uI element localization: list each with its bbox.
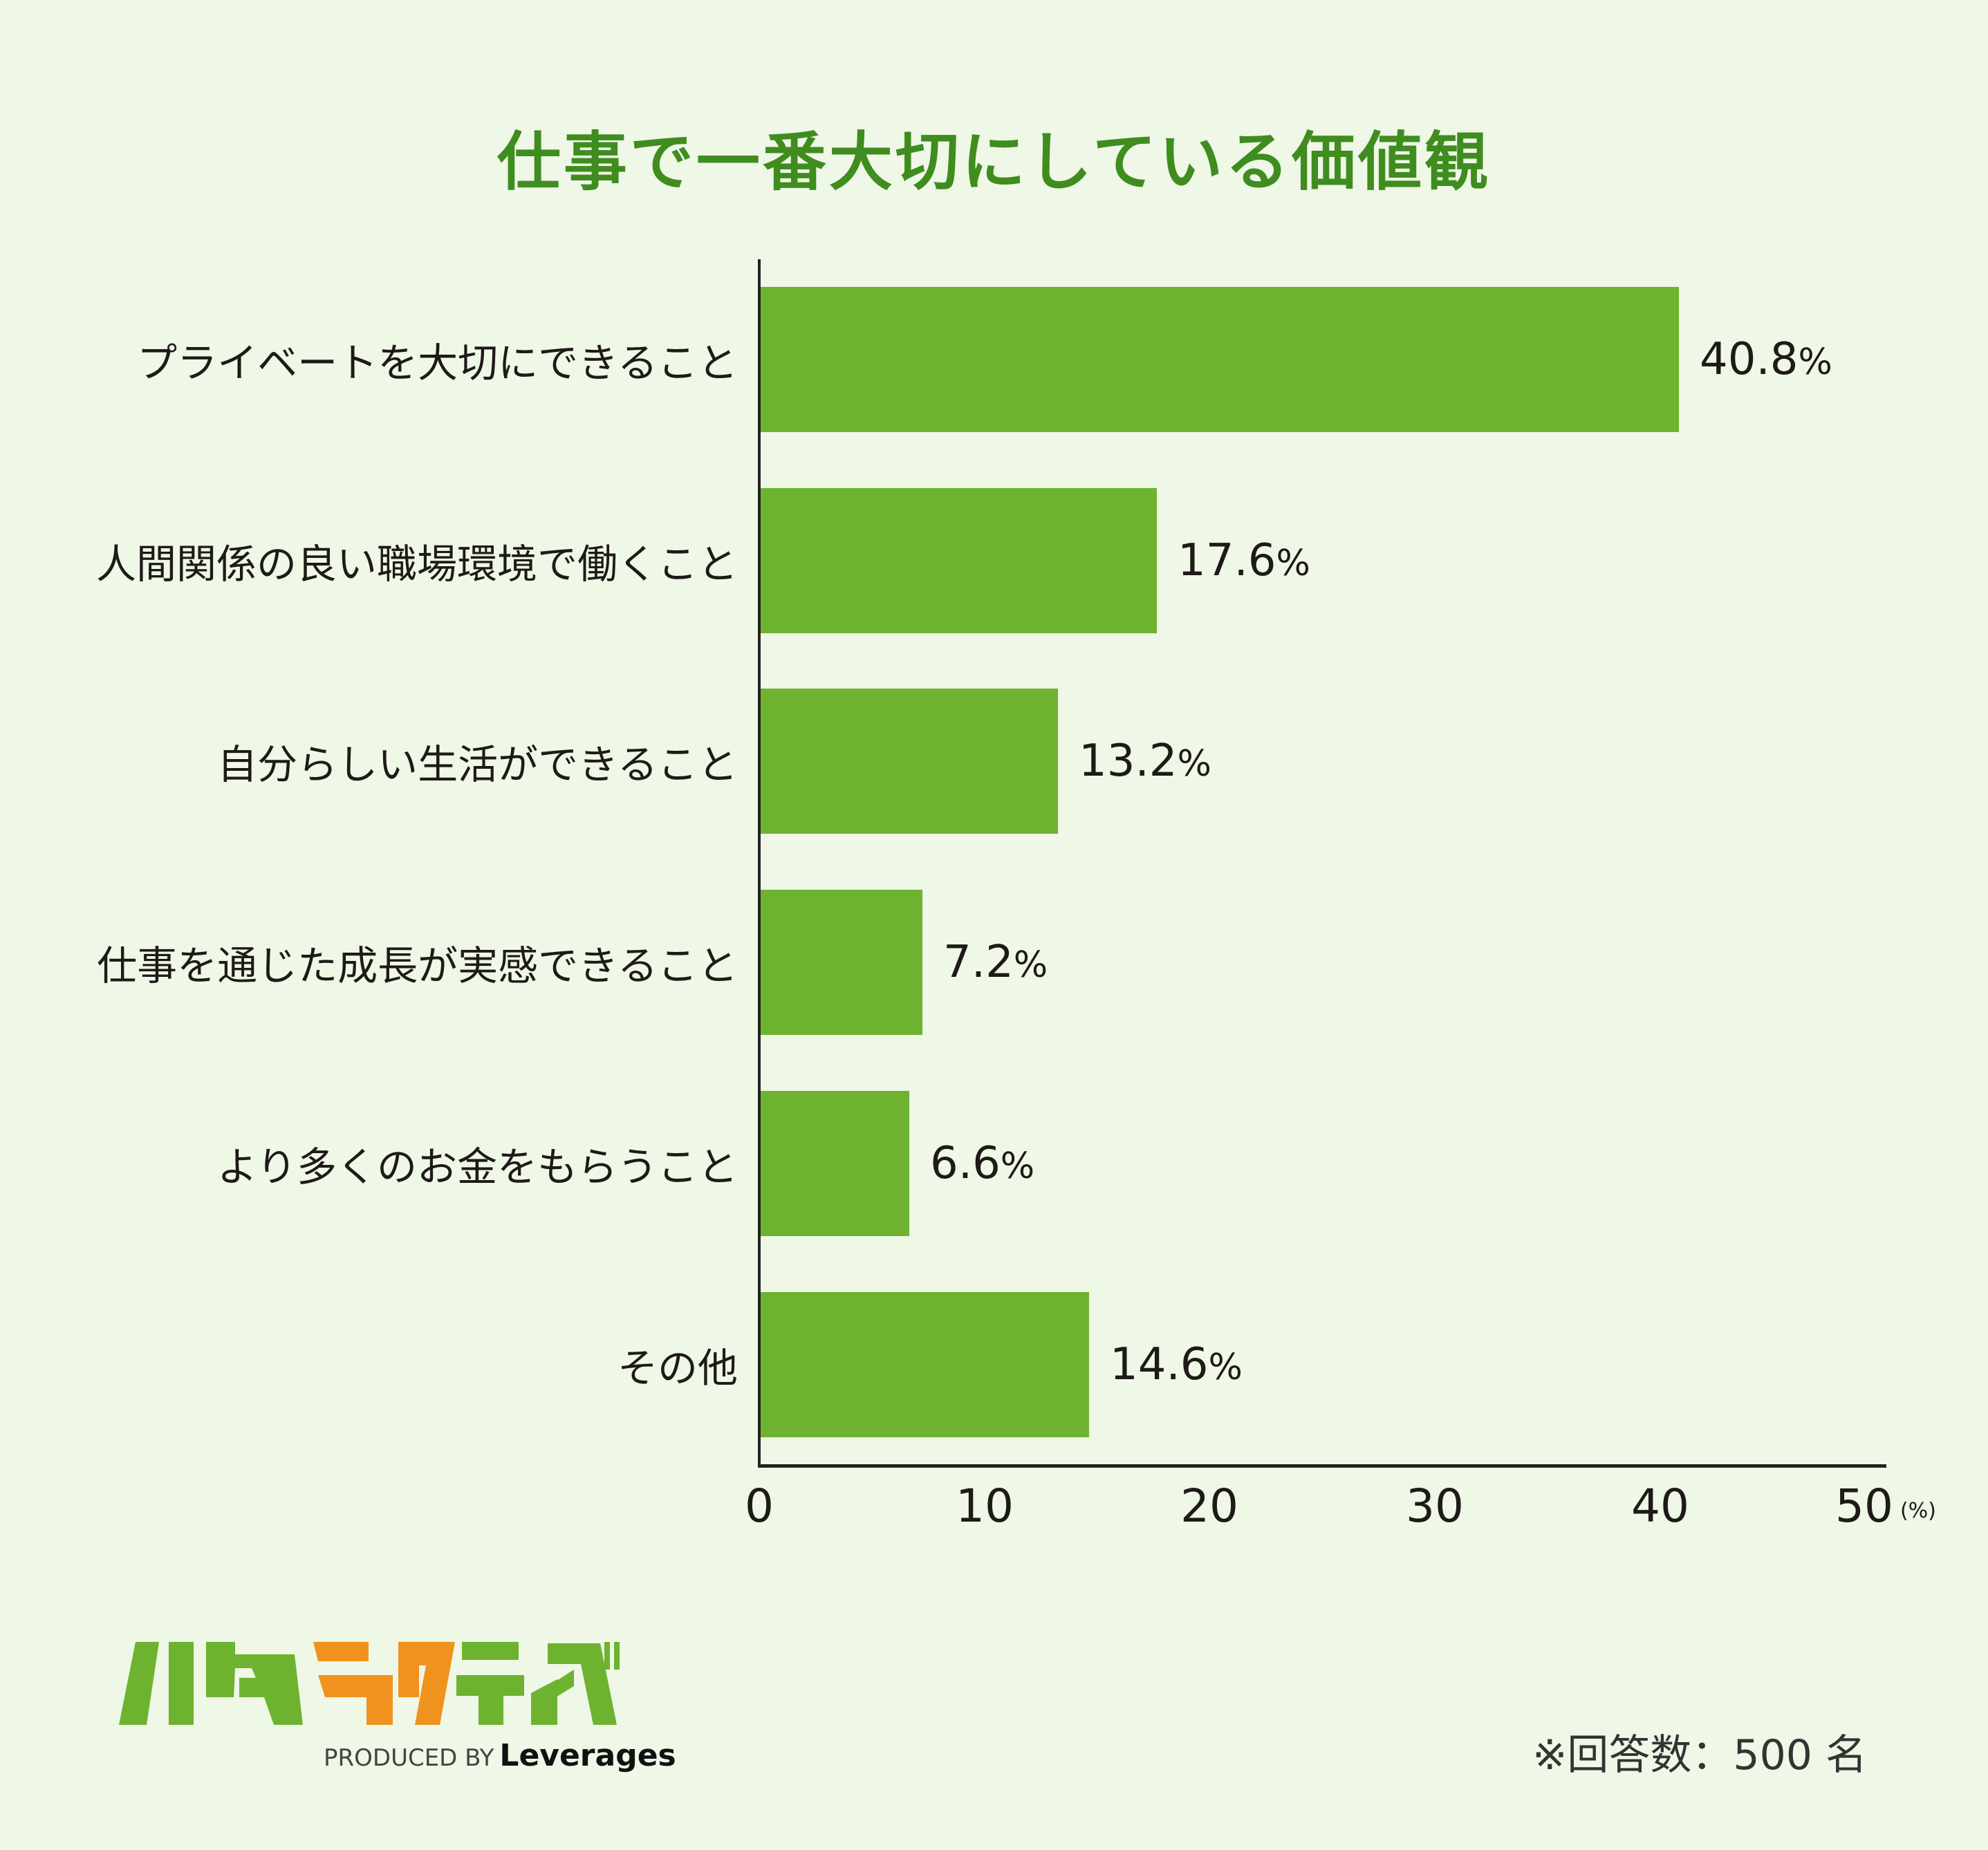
value-label: 6.6%: [930, 1138, 1035, 1189]
x-tick-label: 50: [1835, 1479, 1893, 1533]
category-label: プライベートを大切にできること: [137, 339, 738, 386]
hataractive-logo: [119, 1642, 620, 1725]
x-tick-label: 20: [1180, 1479, 1238, 1533]
category-label: より多くのお金をもらうこと: [217, 1143, 738, 1190]
x-tick-label: 0: [745, 1479, 774, 1533]
category-label: 自分らしい生活ができること: [217, 741, 738, 788]
x-tick-label: 10: [956, 1479, 1014, 1533]
bar: [761, 890, 922, 1035]
category-label: 仕事を通じた成長が実感できること: [97, 942, 738, 989]
x-axis-unit: (%): [1900, 1499, 1936, 1523]
x-axis-line: [758, 1464, 1886, 1468]
produced-by-text: PRODUCED BY Leverages: [324, 1738, 676, 1773]
value-label: 7.2%: [943, 937, 1048, 988]
x-tick-label: 40: [1631, 1479, 1689, 1533]
category-label: その他: [617, 1345, 738, 1392]
bar: [761, 287, 1679, 432]
chart-title: 仕事で一番大切にしている価値観: [496, 125, 1492, 199]
leverages-brand: Leverages: [499, 1738, 676, 1773]
value-label: 14.6%: [1110, 1339, 1243, 1390]
value-label: 13.2%: [1079, 736, 1211, 787]
value-label: 40.8%: [1700, 334, 1832, 385]
bar: [761, 488, 1157, 633]
x-tick-label: 30: [1406, 1479, 1464, 1533]
respondents-note: ※回答数：500 名: [1532, 1731, 1867, 1779]
y-axis-line: [758, 259, 761, 1467]
category-label: 人間関係の良い職場環境で働くこと: [95, 541, 738, 588]
bar: [761, 1091, 909, 1236]
bar: [761, 689, 1058, 834]
value-label: 17.6%: [1178, 535, 1310, 586]
bar: [761, 1292, 1089, 1437]
